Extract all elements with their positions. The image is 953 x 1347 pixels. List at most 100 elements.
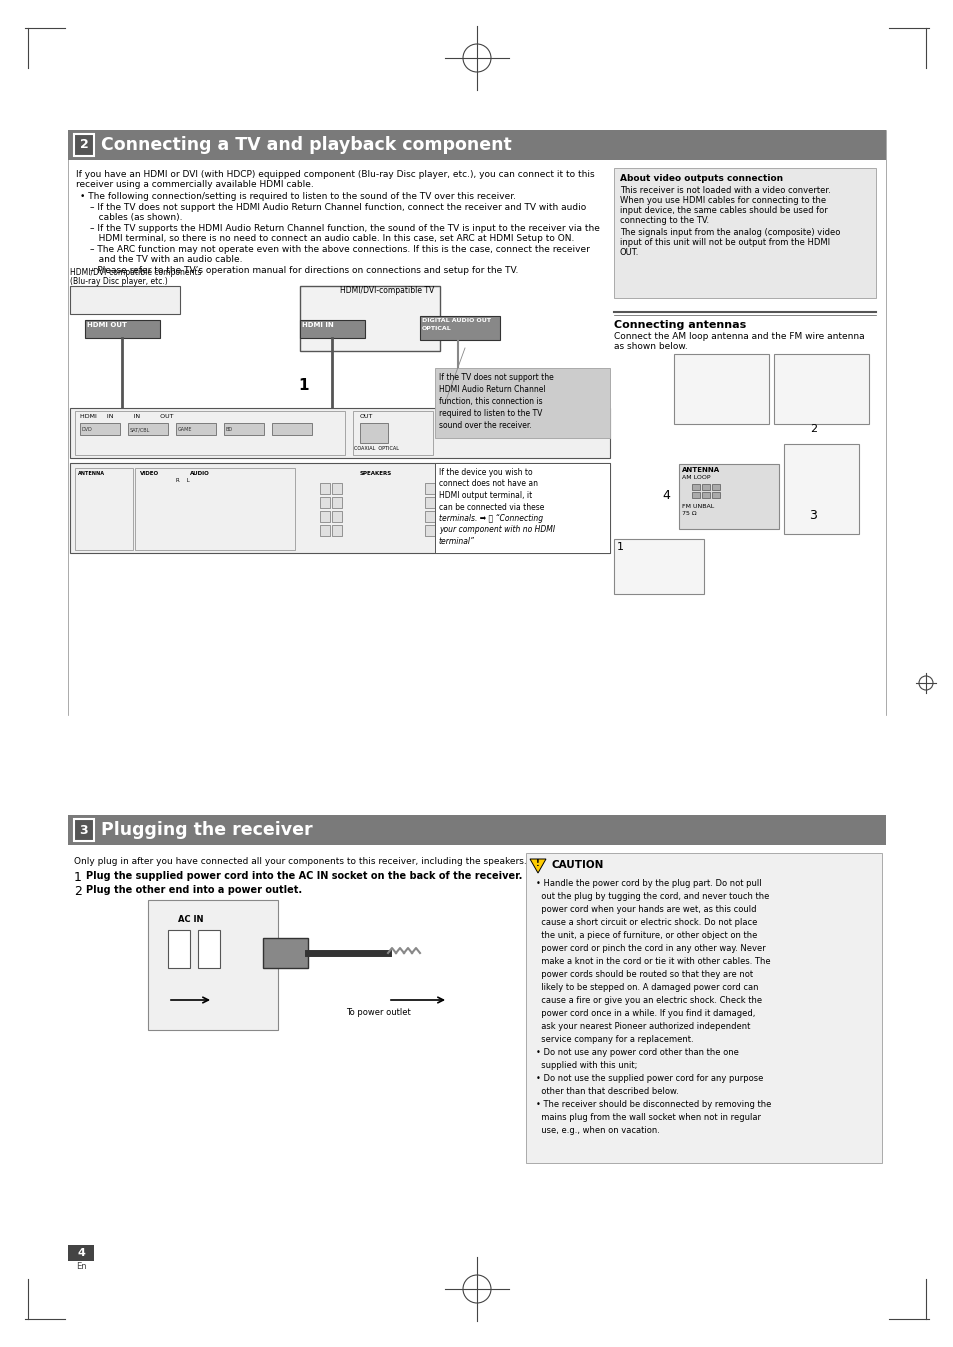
Bar [319, 511, 330, 523]
Text: Connecting a TV and playback component: Connecting a TV and playback component [101, 136, 511, 154]
Bar [569, 525, 579, 536]
Text: Plug the supplied power cord into the AC IN socket on the back of the receiver.: Plug the supplied power cord into the AC… [86, 872, 522, 881]
Text: GAME: GAME [178, 427, 193, 432]
Bar [332, 525, 341, 536]
Text: HDMI IN: HDMI IN [302, 322, 334, 329]
Bar [581, 497, 592, 508]
Text: connect does not have an: connect does not have an [438, 480, 537, 489]
Bar [80, 423, 120, 435]
Text: other than that described below.: other than that described below. [536, 1087, 678, 1096]
Text: cables (as shown).: cables (as shown). [90, 213, 182, 222]
Bar [332, 484, 341, 494]
Text: HDMI output terminal, it: HDMI output terminal, it [438, 492, 532, 500]
Text: SAT/CBL: SAT/CBL [130, 427, 151, 432]
Text: make a knot in the cord or tie it with other cables. The: make a knot in the cord or tie it with o… [536, 956, 770, 966]
Text: Connect the AM loop antenna and the FM wire antenna: Connect the AM loop antenna and the FM w… [614, 331, 863, 341]
Bar [319, 484, 330, 494]
Bar [581, 484, 592, 494]
Bar [74, 819, 94, 841]
Text: If the TV does not support the: If the TV does not support the [438, 373, 553, 383]
Text: ask your nearest Pioneer authorized independent: ask your nearest Pioneer authorized inde… [536, 1022, 750, 1030]
Text: AM LOOP: AM LOOP [681, 475, 710, 480]
Text: AC IN: AC IN [178, 915, 203, 924]
Bar [581, 525, 592, 536]
Text: • The following connection/setting is required to listen to the sound of the TV : • The following connection/setting is re… [80, 193, 516, 201]
Text: The signals input from the analog (composite) video: The signals input from the analog (compo… [619, 228, 840, 237]
Bar [74, 133, 94, 156]
Bar [68, 815, 885, 845]
Circle shape [182, 523, 193, 533]
Bar [68, 1245, 94, 1261]
Bar [691, 484, 700, 490]
Bar [263, 938, 308, 968]
Bar [711, 484, 720, 490]
Text: !: ! [536, 859, 539, 869]
Text: Only plug in after you have connected all your components to this receiver, incl: Only plug in after you have connected al… [74, 857, 526, 866]
Bar [436, 497, 447, 508]
Bar [679, 463, 779, 529]
Text: input device, the same cables should be used for: input device, the same cables should be … [619, 206, 827, 216]
Text: SPEAKERS: SPEAKERS [359, 471, 392, 475]
Text: HDMI OUT: HDMI OUT [87, 322, 127, 329]
Circle shape [182, 482, 193, 494]
Text: and the TV with an audio cable.: and the TV with an audio cable. [90, 255, 242, 264]
Polygon shape [530, 859, 545, 873]
Text: CAUTION: CAUTION [552, 859, 604, 870]
Bar [75, 467, 132, 550]
Bar [569, 497, 579, 508]
Text: COAXIAL  OPTICAL: COAXIAL OPTICAL [354, 446, 398, 451]
Text: If you have an HDMI or DVI (with HDCP) equipped component (Blu-ray Disc player, : If you have an HDMI or DVI (with HDCP) e… [76, 170, 594, 179]
Bar [435, 368, 609, 438]
Bar [773, 354, 868, 424]
Text: likely to be stepped on. A damaged power cord can: likely to be stepped on. A damaged power… [536, 983, 758, 991]
Text: • Handle the power cord by the plug part. Do not pull: • Handle the power cord by the plug part… [536, 880, 760, 888]
Text: This receiver is not loaded with a video converter.: This receiver is not loaded with a video… [619, 186, 830, 195]
Bar [419, 317, 499, 339]
Text: OUT: OUT [359, 414, 373, 419]
Text: About video outputs connection: About video outputs connection [619, 174, 782, 183]
Bar [224, 423, 264, 435]
Text: (Blu-ray Disc player, etc.): (Blu-ray Disc player, etc.) [70, 277, 168, 286]
Bar [359, 423, 388, 443]
Bar [148, 900, 277, 1030]
Text: HDMI Audio Return Channel: HDMI Audio Return Channel [438, 385, 545, 395]
Bar [701, 492, 709, 498]
Text: sound over the receiver.: sound over the receiver. [438, 422, 531, 430]
Bar [581, 511, 592, 523]
Bar [319, 497, 330, 508]
Bar [525, 853, 882, 1162]
Bar [510, 511, 519, 523]
Text: 2: 2 [79, 139, 89, 151]
Text: power cord when your hands are wet, as this could: power cord when your hands are wet, as t… [536, 905, 756, 915]
Text: DVD: DVD [82, 427, 92, 432]
Text: out the plug by tugging the cord, and never touch the: out the plug by tugging the cord, and ne… [536, 892, 768, 901]
Text: 75 Ω: 75 Ω [681, 511, 696, 516]
Bar [424, 525, 435, 536]
Text: When you use HDMI cables for connecting to the: When you use HDMI cables for connecting … [619, 197, 825, 205]
Bar [168, 929, 190, 968]
Text: the unit, a piece of furniture, or other object on the: the unit, a piece of furniture, or other… [536, 931, 757, 940]
Text: – If the TV does not support the HDMI Audio Return Channel function, connect the: – If the TV does not support the HDMI Au… [90, 203, 586, 211]
Text: OUT.: OUT. [619, 248, 639, 257]
Text: power cords should be routed so that they are not: power cords should be routed so that the… [536, 970, 752, 979]
Bar [673, 354, 768, 424]
Bar [521, 511, 532, 523]
Text: AUDIO: AUDIO [190, 471, 210, 475]
Bar [135, 467, 294, 550]
Bar [272, 423, 312, 435]
Bar [510, 484, 519, 494]
Text: HDMI terminal, so there is no need to connect an audio cable. In this case, set : HDMI terminal, so there is no need to co… [90, 234, 574, 242]
Text: VIDEO: VIDEO [140, 471, 159, 475]
Text: 3: 3 [80, 823, 89, 836]
Bar [521, 497, 532, 508]
Text: power cord or pinch the cord in any other way. Never: power cord or pinch the cord in any othe… [536, 944, 765, 952]
Bar [435, 463, 609, 554]
Bar [424, 511, 435, 523]
Bar [783, 445, 858, 533]
Text: HDMI     IN          IN          OUT: HDMI IN IN OUT [80, 414, 173, 419]
Text: cause a fire or give you an electric shock. Check the: cause a fire or give you an electric sho… [536, 995, 761, 1005]
Text: input of this unit will not be output from the HDMI: input of this unit will not be output fr… [619, 238, 829, 247]
Text: 4: 4 [661, 489, 669, 502]
Bar [436, 511, 447, 523]
Bar [310, 466, 607, 550]
